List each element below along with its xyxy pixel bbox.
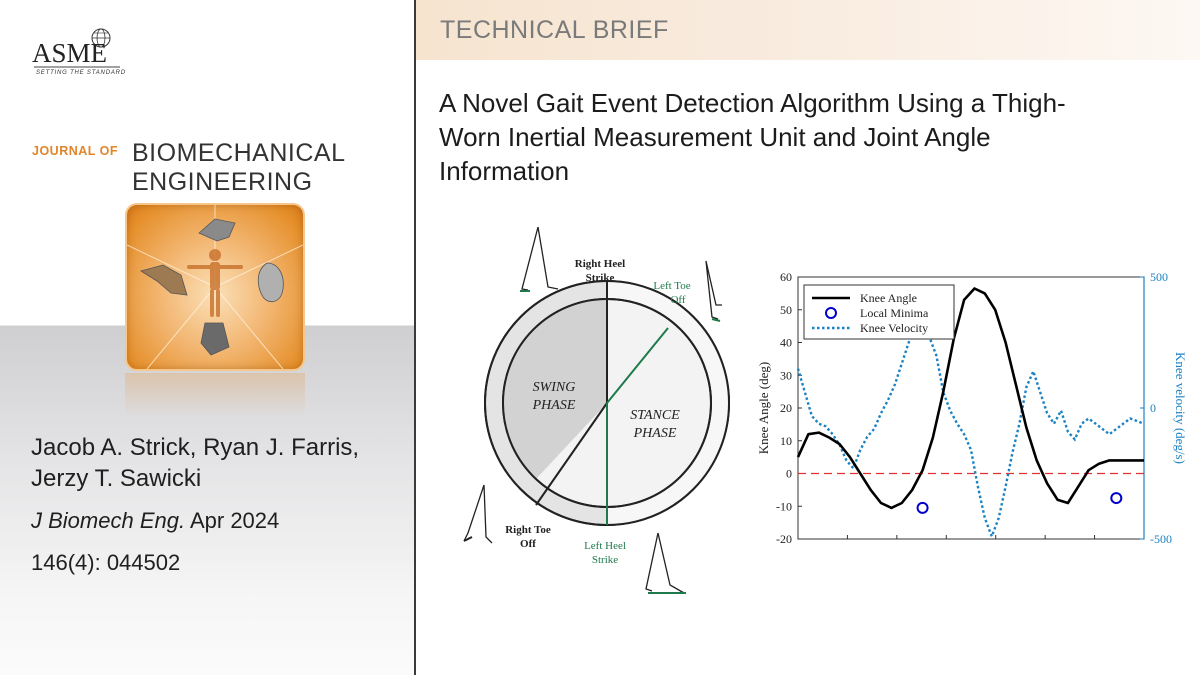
left-toe-off-label-1: Left Toe	[653, 280, 690, 292]
legend-knee-velocity-label: Knee Velocity	[860, 321, 928, 335]
leg-figure-right-toe-off-icon	[463, 484, 493, 544]
y-tick-label: -20	[776, 532, 792, 546]
cover-illustration	[127, 205, 303, 369]
human-figure-icon	[187, 249, 243, 317]
y-axis-label: Knee Angle (deg)	[756, 362, 771, 454]
journal-abbreviation: J Biomech Eng.	[31, 508, 186, 533]
implant-icon	[140, 218, 284, 356]
y-tick-label: 20	[780, 401, 792, 415]
article-type-label: TECHNICAL BRIEF	[440, 16, 669, 44]
local-minimum-marker	[1110, 492, 1123, 505]
right-heel-strike-label-2: Strike	[586, 272, 615, 284]
right-toe-off-line	[535, 402, 608, 506]
y-right-tick-label: 500	[1150, 270, 1168, 284]
legend-local-minima-label: Local Minima	[860, 306, 929, 320]
journal-prefix: JOURNAL OF	[32, 144, 119, 158]
stance-phase-label-1: STANCE	[630, 408, 680, 423]
y-tick-label: -10	[776, 499, 792, 513]
left-heel-strike-label-1: Left Heel	[584, 540, 626, 552]
journal-name-line2: ENGINEERING	[132, 168, 313, 196]
y-tick-label: 60	[780, 270, 792, 284]
right-toe-off-label-2: Off	[520, 538, 536, 550]
asme-tagline: SETTING THE STANDARD	[36, 70, 126, 76]
y-tick-label: 50	[780, 303, 792, 317]
legend-local-minima-swatch	[825, 307, 837, 319]
legend-knee-angle-label: Knee Angle	[860, 291, 917, 305]
journal-name-line1: BIOMECHANICAL	[132, 139, 346, 167]
knee-angle-chart: -20 -10 0 10 20 30 40 50 60 -500 0 500 Knee Angle (d…	[756, 270, 1188, 546]
leg-figure-left-toe-off-icon	[705, 260, 722, 322]
y-tick-label: 40	[780, 336, 792, 350]
logo-underline	[34, 66, 120, 68]
y-tick-label: 30	[780, 368, 792, 382]
gait-cycle-diagram: SWING PHASE STANCE PHASE Right Heel Stri…	[463, 226, 730, 594]
y-tick-label: 10	[780, 434, 792, 448]
y-right-tick-label: 0	[1150, 401, 1156, 415]
article-type-banner: TECHNICAL BRIEF	[416, 0, 1200, 60]
chart-legend-box	[803, 284, 955, 340]
paper-title: A Novel Gait Event Detection Algorithm U…	[439, 88, 1066, 186]
asme-wordmark: ASME	[32, 38, 108, 68]
leg-figure-heel-strike-icon	[520, 226, 559, 292]
knee-angle-line	[796, 287, 1144, 510]
left-toe-off-label-2: Off	[670, 294, 685, 306]
cover-reflection	[125, 373, 305, 418]
left-toe-off-line	[606, 327, 669, 404]
swing-phase-label-1: SWING	[533, 380, 576, 395]
leg-figure-left-heel-strike-icon	[645, 532, 686, 594]
swing-phase-label-2: PHASE	[532, 398, 576, 413]
local-minimum-marker	[916, 501, 929, 514]
stance-phase-label-2: PHASE	[633, 426, 677, 441]
author-list: Jacob A. Strick, Ryan J. Farris, Jerzy T…	[31, 434, 360, 492]
y-right-axis-label: Knee velocity (deg/s)	[1173, 352, 1188, 464]
globe-icon	[91, 28, 111, 48]
knee-velocity-line	[796, 320, 1145, 540]
panel-divider	[414, 0, 416, 675]
volume-issue: 146(4): 044502	[31, 550, 181, 575]
left-heel-strike-label-2: Strike	[592, 554, 618, 566]
citation: J Biomech Eng. Apr 2024	[31, 508, 279, 534]
y-right-tick-label: -500	[1150, 532, 1172, 546]
right-toe-off-label-1: Right Toe	[505, 524, 551, 536]
swing-phase-sector	[502, 299, 607, 479]
publication-date: Apr 2024	[185, 508, 280, 533]
y-tick-label: 0	[786, 467, 792, 481]
journal-cover-image	[125, 203, 305, 371]
asme-logo: ASME SETTING THE STANDARD	[32, 26, 128, 84]
right-heel-strike-label-1: Right Heel	[575, 258, 625, 270]
